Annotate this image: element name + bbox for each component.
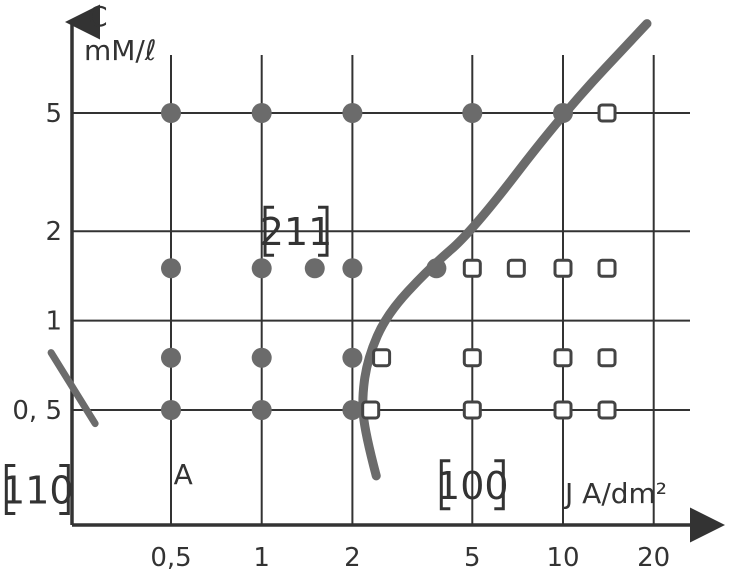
x-tick-label: 5 <box>464 543 481 573</box>
x-tick-label: 10 <box>546 543 579 573</box>
region-labels: 211 100 110 A <box>1 205 509 515</box>
phase-boundary-line <box>47 349 99 428</box>
x-tick-label: 20 <box>637 543 670 573</box>
filled-point <box>304 258 325 279</box>
filled-point <box>251 347 272 368</box>
y-tick-label: 2 <box>45 217 62 247</box>
y-tick-label: 0, 5 <box>12 396 62 426</box>
y-axis-unit: mM/ℓ <box>84 34 156 67</box>
x-tick-label: 0,5 <box>150 543 191 573</box>
filled-point <box>251 400 272 420</box>
bracket-left <box>439 459 451 511</box>
tick-labels: 0,5 1 2 5 10 20 0, 5 1 2 5 <box>12 99 670 573</box>
filled-point <box>161 258 181 279</box>
filled-point <box>462 103 483 123</box>
square-point <box>597 400 617 420</box>
square-point <box>597 348 617 368</box>
filled-point <box>161 103 181 123</box>
filled-point <box>342 103 363 123</box>
data-points <box>161 103 617 420</box>
x-tick-label: 1 <box>253 543 270 573</box>
bracket-left <box>263 205 275 257</box>
filled-point <box>342 258 363 279</box>
region-label: 110 <box>1 468 74 512</box>
square-point <box>462 258 482 278</box>
point-label: A <box>174 458 193 491</box>
x-axis-title: J A/dm² <box>563 477 667 510</box>
y-tick-label: 5 <box>45 99 62 129</box>
filled-point <box>553 103 573 123</box>
square-point <box>553 400 573 420</box>
x-tick-label: 2 <box>344 543 361 573</box>
square-point <box>506 258 526 278</box>
bracket-right <box>59 463 70 515</box>
filled-point <box>426 258 447 279</box>
square-point <box>372 348 392 368</box>
filled-point <box>251 258 272 279</box>
square-point <box>462 400 482 420</box>
bracket-right <box>494 459 505 511</box>
filled-point <box>161 400 181 420</box>
square-point <box>361 400 381 420</box>
square-point <box>462 348 482 368</box>
filled-point <box>161 347 181 368</box>
grid <box>72 55 690 525</box>
region-label: 100 <box>436 464 509 508</box>
square-point <box>553 258 573 278</box>
filled-point <box>342 400 363 420</box>
filled-point <box>342 347 363 368</box>
bracket-left <box>4 463 16 515</box>
region-label: 211 <box>260 210 333 254</box>
axis-titles: CmM/ℓ J A/dm² <box>84 0 667 510</box>
square-point <box>597 103 617 123</box>
filled-point <box>251 103 272 123</box>
bracket-right <box>318 205 329 257</box>
square-point <box>553 348 573 368</box>
y-axis-title: C <box>88 0 108 33</box>
y-tick-label: 1 <box>45 307 62 337</box>
square-point <box>597 258 617 278</box>
axes <box>65 4 725 543</box>
